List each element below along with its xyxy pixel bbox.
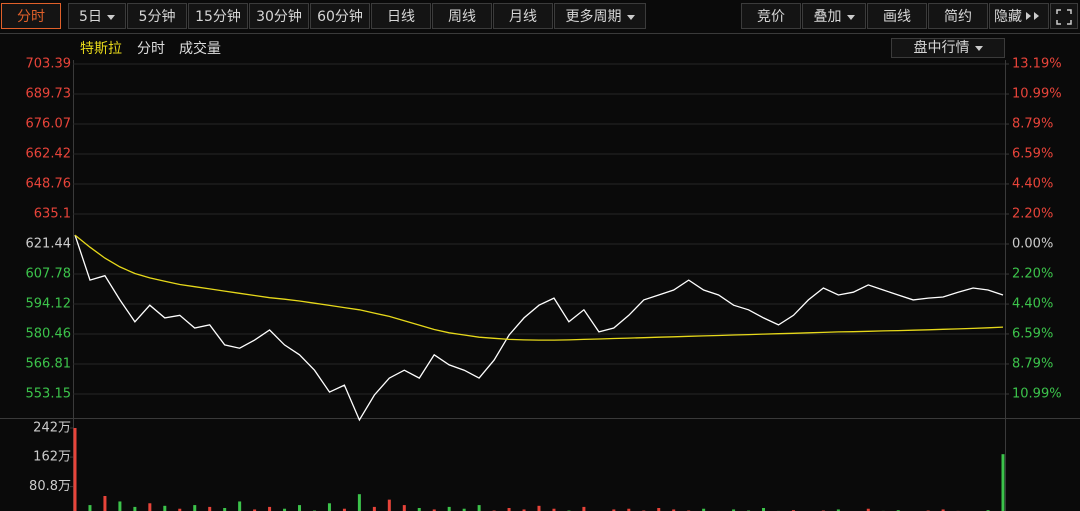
volume-bar [372, 506, 376, 511]
toolbar: 分时 5日 5分钟 15分钟 30分钟 60分钟 日线 周线 月线 更多周期 竞… [0, 0, 1080, 34]
tool-button[interactable]: 叠加 [802, 3, 866, 29]
volume-bar [357, 494, 361, 511]
dropdown[interactable]: 盘中行情 [891, 38, 1005, 58]
volume-bar [118, 501, 122, 511]
volume-bar [582, 506, 586, 511]
tab-button[interactable]: 5日 [68, 3, 126, 29]
volume-bar [133, 506, 137, 511]
y-tick-label: 703.39 [26, 57, 72, 72]
volume-bar [1001, 454, 1005, 511]
y2-tick-label: 4.40% [1012, 297, 1053, 312]
volume-bar [268, 506, 272, 511]
tool-button[interactable]: 隐藏 [989, 3, 1049, 29]
volume-bar [387, 499, 391, 511]
tab-button[interactable]: 5分钟 [127, 3, 187, 29]
volume-bar [298, 505, 302, 511]
volume-bar [208, 506, 212, 511]
volume-bar [447, 506, 451, 511]
volume-bar [73, 428, 77, 511]
y2-tick-label: 10.99% [1012, 387, 1062, 402]
volume-bar [327, 503, 331, 511]
tab-button[interactable]: 周线 [432, 3, 492, 29]
tab-button[interactable]: 15分钟 [188, 3, 248, 29]
legend-item: 成交量 [179, 41, 221, 57]
volume-bar [477, 505, 481, 511]
price-line [74, 234, 1004, 422]
y-tick-label: 594.12 [26, 297, 72, 312]
price-line [74, 234, 1004, 341]
volume-bar [402, 505, 406, 511]
y2-tick-label: 2.20% [1012, 267, 1053, 282]
legend-item: 分时 [137, 41, 165, 57]
y-tick-label: 566.81 [26, 356, 72, 371]
button-label: 隐藏 [994, 9, 1022, 25]
arrow-icon [1026, 12, 1039, 20]
tab-button[interactable]: 30分钟 [249, 3, 309, 29]
tab-button[interactable]: 分时 [1, 3, 61, 29]
volume-bar [238, 501, 242, 511]
y2-tick-label: 4.40% [1012, 176, 1053, 191]
y-tick-label: 635.1 [34, 206, 71, 221]
y-tick-label: 648.76 [26, 176, 72, 191]
volume-bar [103, 496, 107, 511]
y-tick-label: 80.8万 [29, 479, 71, 494]
volume-panel [73, 428, 1005, 511]
volume-bar [193, 505, 197, 511]
y2-tick-label: 6.59% [1012, 326, 1053, 341]
tool-button[interactable]: 画线 [867, 3, 927, 29]
volume-bar [148, 503, 152, 511]
y2-tick-label: 8.79% [1012, 117, 1053, 132]
expand-button[interactable] [1050, 3, 1078, 29]
y2-tick-label: 6.59% [1012, 147, 1053, 162]
stock-name: 特斯拉 [80, 41, 122, 57]
y2-tick-label: 10.99% [1012, 87, 1062, 102]
volume-bar [88, 505, 92, 511]
y-tick-label: 553.15 [26, 387, 72, 402]
tab-button[interactable]: 日线 [371, 3, 431, 29]
y2-tick-label: 0.00% [1012, 237, 1053, 252]
y2-tick-label: 2.20% [1012, 206, 1053, 221]
y-tick-label: 242万 [33, 421, 71, 436]
volume-bar [537, 505, 541, 511]
tool-button[interactable]: 竞价 [741, 3, 801, 29]
tool-button[interactable]: 简约 [928, 3, 988, 29]
y-tick-label: 580.46 [26, 327, 72, 342]
y2-tick-label: 8.79% [1012, 356, 1053, 371]
tab-button[interactable]: 60分钟 [310, 3, 370, 29]
y2-tick-label: 13.19% [1012, 57, 1062, 72]
y-tick-label: 607.78 [26, 267, 72, 282]
y-tick-label: 162万 [33, 450, 71, 465]
y-tick-label: 662.42 [26, 146, 72, 161]
volume-bar [163, 505, 167, 511]
tab-button[interactable]: 月线 [493, 3, 553, 29]
y-tick-label: 676.07 [26, 117, 72, 132]
y-tick-label: 689.73 [26, 87, 72, 102]
expand-icon [1056, 9, 1072, 25]
y-tick-label: 621.44 [26, 237, 72, 252]
tab-button[interactable]: 更多周期 [554, 3, 646, 29]
